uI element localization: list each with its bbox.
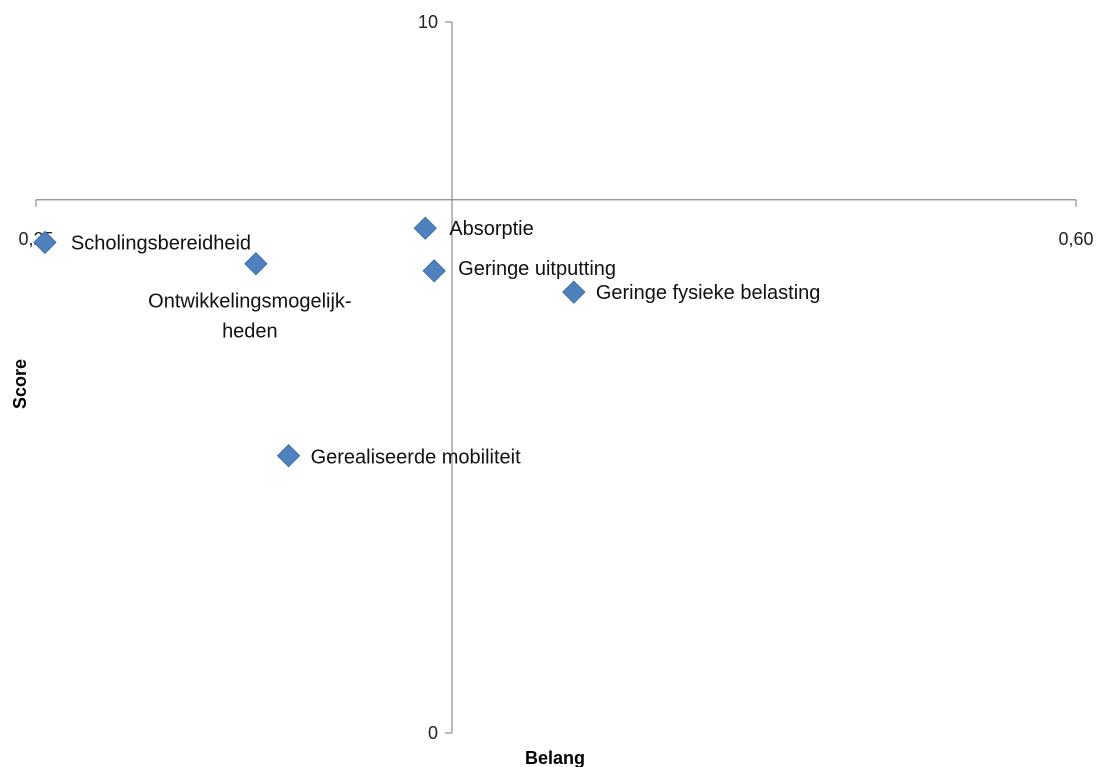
y-tick-label: 10	[418, 12, 438, 32]
y-tick-label: 0	[428, 723, 438, 743]
data-point-label: Geringe fysieke belasting	[596, 282, 821, 304]
data-point-marker	[562, 280, 586, 304]
data-point-label: Scholingsbereidheid	[71, 232, 251, 254]
data-point-marker	[413, 216, 437, 240]
data-point-label: Gerealiseerde mobiliteit	[311, 447, 522, 469]
y-axis-title: Score	[10, 359, 30, 409]
x-axis-title: Belang	[525, 748, 585, 767]
data-point-marker	[422, 259, 446, 283]
data-point-marker	[33, 230, 57, 255]
x-tick-label: 0,60	[1058, 229, 1093, 249]
data-points: Scholingsbereidheid Ontwikkelingsmogelijk…	[33, 216, 821, 469]
data-point-label: Ontwikkelingsmogelijk-heden	[148, 291, 351, 343]
data-point-label: Absorptie	[449, 218, 534, 240]
data-point-marker	[276, 444, 301, 468]
data-point-marker	[244, 252, 268, 276]
axes	[35, 21, 1077, 734]
data-point-label: Geringe uitputting	[458, 258, 616, 280]
